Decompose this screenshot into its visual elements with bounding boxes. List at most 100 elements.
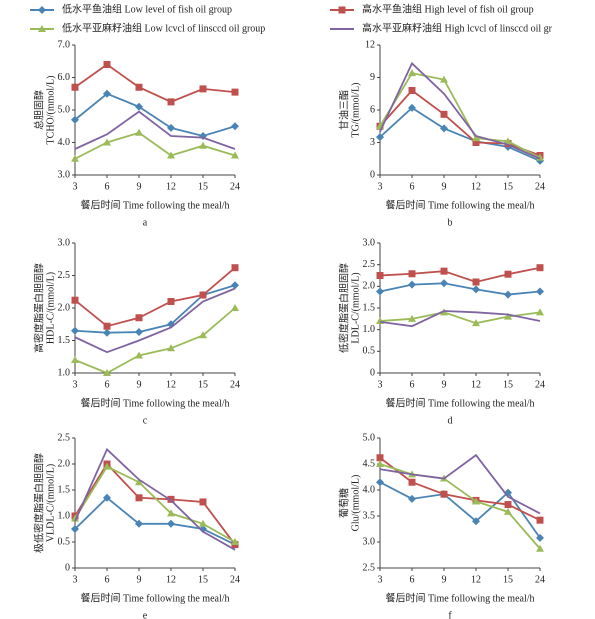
series-line bbox=[74, 131, 236, 160]
y-tick-label: 5.0 bbox=[58, 104, 71, 115]
x-tick-label: 9 bbox=[137, 379, 142, 390]
x-tick-label: 15 bbox=[503, 181, 513, 192]
x-tick-label: 12 bbox=[471, 379, 481, 390]
x-tick-label: 3 bbox=[73, 379, 78, 390]
marker bbox=[38, 25, 46, 32]
series-line bbox=[74, 465, 236, 543]
marker bbox=[71, 296, 79, 304]
marker bbox=[408, 270, 416, 278]
series-line bbox=[74, 287, 236, 354]
x-tick-label: 3 bbox=[378, 574, 383, 585]
y-tick-label: 3.5 bbox=[363, 510, 376, 521]
series-line bbox=[379, 457, 541, 521]
series-line bbox=[379, 61, 541, 160]
marker bbox=[135, 314, 143, 322]
y-tick-label: 6.0 bbox=[58, 72, 71, 83]
marker bbox=[199, 85, 207, 93]
marker bbox=[231, 281, 239, 290]
series-line bbox=[74, 92, 236, 137]
y-tick-label: 2.5 bbox=[363, 259, 376, 270]
marker bbox=[408, 314, 416, 322]
x-tick-label: 15 bbox=[503, 379, 513, 390]
marker bbox=[536, 308, 544, 316]
y-tick-label: 2.0 bbox=[58, 302, 71, 313]
marker bbox=[472, 517, 480, 526]
marker bbox=[440, 75, 448, 83]
series-line bbox=[379, 453, 541, 515]
y-tick-label: 2.5 bbox=[58, 270, 71, 281]
panel-caption: c bbox=[143, 415, 148, 426]
y-axis-title: TG/(mmol/L) bbox=[350, 83, 361, 138]
x-tick-label: 15 bbox=[198, 574, 208, 585]
legend-label: 高水平亚麻籽油组 High lcvcl of linsccd oil gr bbox=[362, 21, 553, 34]
y-tick-label: 4.0 bbox=[363, 484, 376, 495]
x-tick-label: 6 bbox=[105, 379, 110, 390]
marker bbox=[440, 110, 448, 118]
y-tick-label: 7.0 bbox=[58, 39, 71, 50]
x-axis-title: 餐后时间 Time following the meal/h bbox=[80, 198, 229, 211]
x-axis-title: 餐后时间 Time following the meal/h bbox=[385, 396, 534, 409]
panel-caption: b bbox=[448, 217, 453, 228]
x-tick-label: 24 bbox=[535, 181, 545, 192]
marker bbox=[376, 454, 384, 462]
marker bbox=[440, 124, 448, 133]
y-tick-label: 3.0 bbox=[58, 169, 71, 180]
y-axis-title: 低密度脂蛋白胆固醇 bbox=[337, 263, 350, 353]
marker bbox=[408, 87, 416, 94]
x-axis-title: 餐后时间 Time following the meal/h bbox=[385, 198, 534, 211]
y-tick-label: 4.5 bbox=[363, 458, 376, 469]
y-tick-label: 1.5 bbox=[58, 484, 71, 495]
y-tick-label: 0 bbox=[370, 367, 375, 378]
marker bbox=[199, 331, 207, 339]
marker bbox=[504, 312, 512, 320]
marker bbox=[376, 478, 384, 487]
marker bbox=[135, 128, 143, 136]
marker bbox=[472, 139, 480, 146]
x-tick-label: 9 bbox=[137, 574, 142, 585]
panel-caption: d bbox=[448, 415, 453, 426]
series-line bbox=[379, 72, 541, 159]
x-axis-title: 餐后时间 Time following the meal/h bbox=[80, 591, 229, 604]
marker bbox=[408, 478, 416, 486]
marker bbox=[71, 115, 79, 124]
marker bbox=[199, 498, 207, 506]
y-tick-label: 1.0 bbox=[58, 510, 71, 521]
x-tick-label: 3 bbox=[73, 574, 78, 585]
series-line bbox=[74, 267, 236, 328]
marker bbox=[71, 356, 79, 363]
marker bbox=[376, 133, 384, 142]
series-line bbox=[379, 266, 541, 283]
marker bbox=[504, 507, 512, 515]
x-tick-label: 15 bbox=[198, 379, 208, 390]
marker bbox=[103, 493, 111, 502]
y-tick-label: 12 bbox=[365, 39, 375, 50]
x-tick-label: 24 bbox=[230, 181, 240, 192]
y-axis-title: 葡萄糖 bbox=[337, 488, 350, 518]
marker bbox=[167, 344, 175, 352]
marker bbox=[167, 519, 175, 528]
marker bbox=[231, 88, 239, 96]
marker bbox=[376, 460, 384, 467]
x-tick-label: 3 bbox=[73, 181, 78, 192]
y-tick-label: 1.5 bbox=[58, 335, 71, 346]
y-axis-title: HDL-C/(mmol/L) bbox=[45, 272, 56, 344]
y-tick-label: 2.5 bbox=[363, 562, 376, 573]
marker bbox=[536, 544, 544, 552]
marker bbox=[440, 267, 448, 275]
marker bbox=[71, 525, 79, 533]
marker bbox=[536, 153, 544, 161]
marker bbox=[231, 151, 239, 159]
series-line bbox=[74, 63, 236, 103]
y-tick-label: 1.5 bbox=[363, 302, 376, 313]
marker bbox=[38, 6, 46, 14]
marker bbox=[536, 516, 544, 524]
marker bbox=[135, 83, 143, 91]
y-axis-title: Glu/(mmol/L) bbox=[350, 475, 361, 532]
marker bbox=[135, 351, 143, 359]
y-tick-label: 6 bbox=[370, 104, 375, 115]
x-tick-label: 9 bbox=[442, 379, 447, 390]
marker bbox=[199, 519, 207, 527]
